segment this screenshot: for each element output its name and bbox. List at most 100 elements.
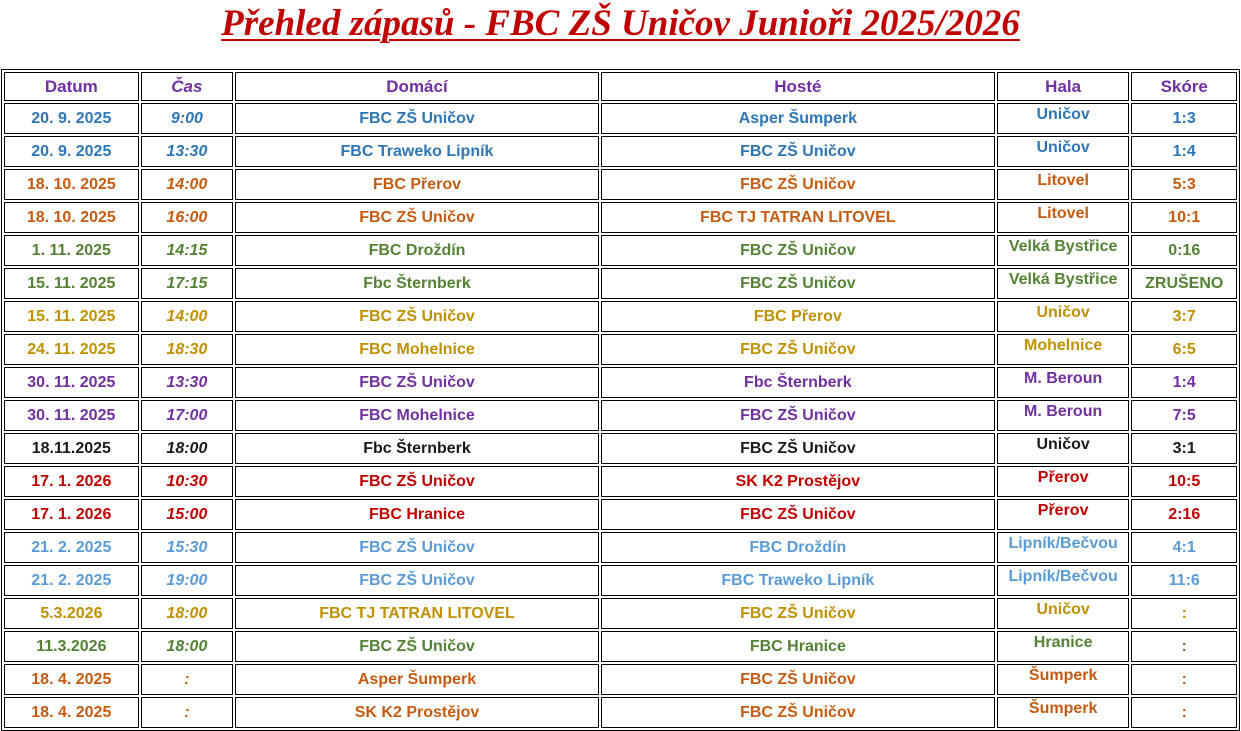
page-title: Přehled zápasů - FBC ZŠ Uničov Junioři 2… [0,2,1241,45]
time-cell: 17:15 [140,268,234,299]
home-team-cell: FBC ZŠ Uničov [235,202,599,233]
time-cell: : [140,697,234,728]
date-cell: 30. 11. 2025 [4,367,139,398]
time-cell: 18:00 [140,598,234,629]
time-cell: 14:15 [140,235,234,266]
score-cell: 3:1 [1131,433,1237,464]
hall-cell: Šumperk [996,664,1130,695]
date-cell: 21. 2. 2025 [4,565,139,596]
away-team-cell: FBC ZŠ Uničov [600,664,995,695]
home-team-cell: FBC Droždín [235,235,599,266]
home-team-cell: Asper Šumperk [235,664,599,695]
table-row: 18. 4. 2025: SK K2 Prostějov FBC ZŠ Uničov… [4,697,1237,728]
date-cell: 18.11.2025 [4,433,139,464]
time-cell: : [140,664,234,695]
home-team-cell: FBC TJ TATRAN LITOVEL [235,598,599,629]
table-row: 20. 9. 2025 9:00 FBC ZŠ Uničov Asper Šumper… [4,103,1237,134]
away-team-cell: FBC ZŠ Uničov [600,136,995,167]
score-cell: ZRUŠENO [1131,268,1237,299]
header-time: Čas [140,72,234,101]
away-team-cell: FBC Droždín [600,532,995,563]
time-cell: 15:30 [140,532,234,563]
score-cell: 1:4 [1131,367,1237,398]
date-cell: 20. 9. 2025 [4,103,139,134]
table-row: 5.3.2026 18:00 FBC TJ TATRAN LITOVEL FBC ZŠ… [4,598,1237,629]
away-team-cell: FBC ZŠ Uničov [600,433,995,464]
score-cell: : [1131,664,1237,695]
hall-cell: Litovel [996,169,1130,200]
score-cell: 10:5 [1131,466,1237,497]
score-cell: : [1131,631,1237,662]
hall-cell: Litovel [996,202,1130,233]
header-row: Datum Čas Domácí Hosté Hala Skóre [4,72,1237,101]
time-cell: 13:30 [140,136,234,167]
home-team-cell: FBC ZŠ Uničov [235,103,599,134]
table-row: 20. 9. 2025 13:30 FBC Traweko Lipník FBC ZŠ… [4,136,1237,167]
time-cell: 17:00 [140,400,234,431]
time-cell: 13:30 [140,367,234,398]
away-team-cell: FBC ZŠ Uničov [600,598,995,629]
hall-cell: Velká Bystřice [996,268,1130,299]
home-team-cell: FBC ZŠ Uničov [235,631,599,662]
away-team-cell: FBC ZŠ Uničov [600,400,995,431]
score-cell: 11:6 [1131,565,1237,596]
away-team-cell: FBC Přerov [600,301,995,332]
time-cell: 14:00 [140,169,234,200]
date-cell: 1. 11. 2025 [4,235,139,266]
away-team-cell: FBC ZŠ Uničov [600,334,995,365]
home-team-cell: FBC ZŠ Uničov [235,532,599,563]
table-row: 17. 1. 2026 10:30 FBC ZŠ Uničov SK K2 Prost… [4,466,1237,497]
away-team-cell: FBC TJ TATRAN LITOVEL [600,202,995,233]
date-cell: 15. 11. 2025 [4,301,139,332]
score-cell: 3:7 [1131,301,1237,332]
time-cell: 14:00 [140,301,234,332]
time-cell: 9:00 [140,103,234,134]
header-date: Datum [4,72,139,101]
score-cell: : [1131,697,1237,728]
date-cell: 18. 10. 2025 [4,169,139,200]
hall-cell: Uničov [996,103,1130,134]
time-cell: 10:30 [140,466,234,497]
time-cell: 18:00 [140,631,234,662]
table-row: 30. 11. 2025 13:30 FBC ZŠ Uničov Fbc Šternb… [4,367,1237,398]
date-cell: 18. 4. 2025 [4,664,139,695]
table-row: 15. 11. 2025 14:00 FBC ZŠ Uničov FBC Přerov… [4,301,1237,332]
home-team-cell: SK K2 Prostějov [235,697,599,728]
score-cell: 0:16 [1131,235,1237,266]
date-cell: 21. 2. 2025 [4,532,139,563]
table-row: 21. 2. 2025 15:30 FBC ZŠ Uničov FBC Droždín… [4,532,1237,563]
table-row: 15. 11. 2025 17:15 Fbc Šternberk FBC ZŠ Uni… [4,268,1237,299]
score-cell: : [1131,598,1237,629]
hall-cell: Přerov [996,499,1130,530]
away-team-cell: SK K2 Prostějov [600,466,995,497]
date-cell: 30. 11. 2025 [4,400,139,431]
away-team-cell: FBC ZŠ Uničov [600,268,995,299]
away-team-cell: FBC ZŠ Uničov [600,499,995,530]
date-cell: 5.3.2026 [4,598,139,629]
home-team-cell: FBC Mohelnice [235,334,599,365]
table-row: 18. 10. 2025 16:00 FBC ZŠ Uničov FBC TJ TAT… [4,202,1237,233]
away-team-cell: FBC Traweko Lipník [600,565,995,596]
header-score: Skóre [1131,72,1237,101]
away-team-cell: FBC ZŠ Uničov [600,235,995,266]
table-row: 21. 2. 2025 19:00 FBC ZŠ Uničov FBC Traweko… [4,565,1237,596]
hall-cell: M. Beroun [996,400,1130,431]
score-cell: 1:3 [1131,103,1237,134]
hall-cell: Šumperk [996,697,1130,728]
date-cell: 11.3.2026 [4,631,139,662]
time-cell: 18:30 [140,334,234,365]
time-cell: 19:00 [140,565,234,596]
home-team-cell: Fbc Šternberk [235,433,599,464]
hall-cell: Uničov [996,301,1130,332]
table-row: 30. 11. 2025 17:00 FBC Mohelnice FBC ZŠ Uni… [4,400,1237,431]
home-team-cell: FBC Mohelnice [235,400,599,431]
date-cell: 18. 10. 2025 [4,202,139,233]
hall-cell: Mohelnice [996,334,1130,365]
table-row: 24. 11. 2025 18:30 FBC Mohelnice FBC ZŠ Uni… [4,334,1237,365]
time-cell: 15:00 [140,499,234,530]
hall-cell: Hranice [996,631,1130,662]
hall-cell: Přerov [996,466,1130,497]
hall-cell: Velká Bystřice [996,235,1130,266]
home-team-cell: FBC Přerov [235,169,599,200]
table-row: 1. 11. 2025 14:15 FBC Droždín FBC ZŠ Uničov… [4,235,1237,266]
